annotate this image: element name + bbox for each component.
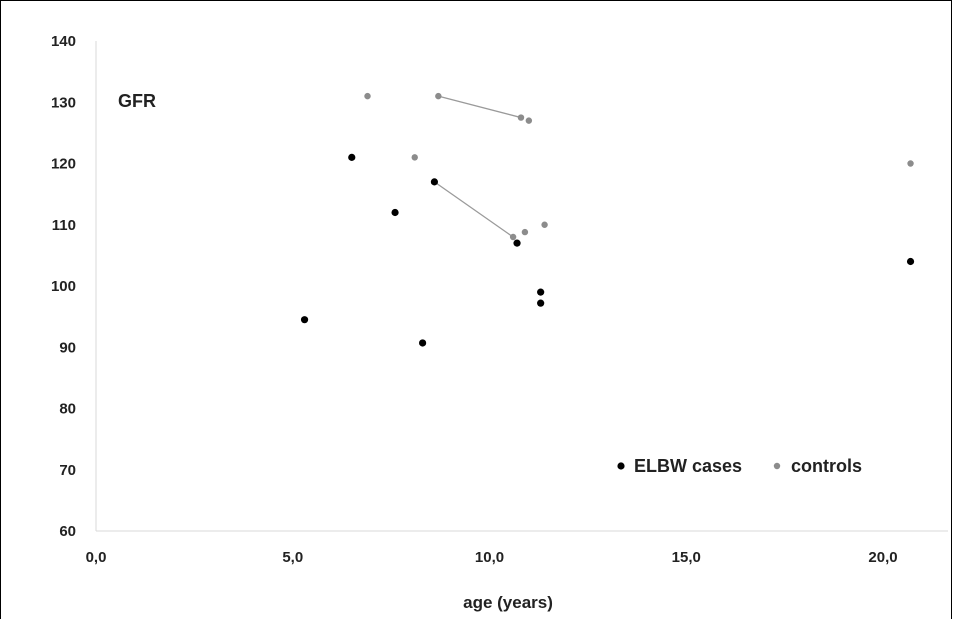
x-tick-label: 0,0 — [86, 549, 107, 566]
elbw-case-point — [348, 153, 356, 161]
connector-line — [438, 95, 522, 119]
control-point — [435, 92, 442, 100]
y-tick-label: 110 — [52, 217, 76, 234]
legend: ELBW cases controls — [617, 456, 862, 476]
y-tick-label: 80 — [59, 401, 76, 418]
y-tick-label: 140 — [51, 33, 76, 50]
elbw-case-point — [537, 299, 545, 307]
x-tick-label: 5,0 — [282, 549, 303, 566]
elbw-case-point — [419, 339, 427, 347]
axes — [95, 41, 948, 532]
elbw-case-point — [430, 178, 439, 186]
elbw-case-point — [513, 239, 521, 247]
y-tick-label: 130 — [51, 94, 76, 111]
legend-marker-elbw-cases — [617, 462, 625, 470]
legend-label-elbw-cases: ELBW cases — [634, 456, 742, 476]
y-tick-label: 90 — [59, 339, 76, 356]
y-tick-label: 120 — [51, 156, 76, 173]
control-point — [364, 92, 371, 100]
y-tick-label: 70 — [59, 462, 76, 479]
x-tick-label: 15,0 — [672, 549, 701, 566]
legend-label-controls: controls — [791, 456, 862, 476]
control-point — [521, 228, 529, 236]
x-tick-label: 10,0 — [475, 549, 504, 566]
elbw-case-point — [391, 208, 399, 217]
control-point — [541, 221, 548, 228]
data-points — [300, 92, 915, 347]
connector-line — [434, 181, 514, 238]
x-axis-title: age (years) — [463, 593, 553, 612]
x-tick-labels: 0,0 5,0 10,0 15,0 20,0 — [86, 549, 898, 566]
y-tick-labels: 60 70 80 90 100 110 120 130 140 — [51, 33, 76, 540]
y-tick-label: 60 — [59, 523, 76, 540]
legend-marker-controls — [773, 462, 781, 470]
elbw-case-point — [300, 316, 309, 324]
connector-lines — [434, 95, 522, 238]
elbw-case-point — [906, 257, 915, 266]
control-point — [411, 154, 418, 161]
control-point — [525, 117, 533, 124]
y-tick-label: 100 — [51, 278, 76, 295]
x-tick-label: 20,0 — [868, 549, 897, 566]
elbw-case-point — [537, 288, 545, 296]
chart-annotation: GFR — [118, 91, 156, 111]
control-point — [509, 233, 517, 241]
control-point — [907, 160, 914, 167]
control-point — [517, 114, 525, 121]
